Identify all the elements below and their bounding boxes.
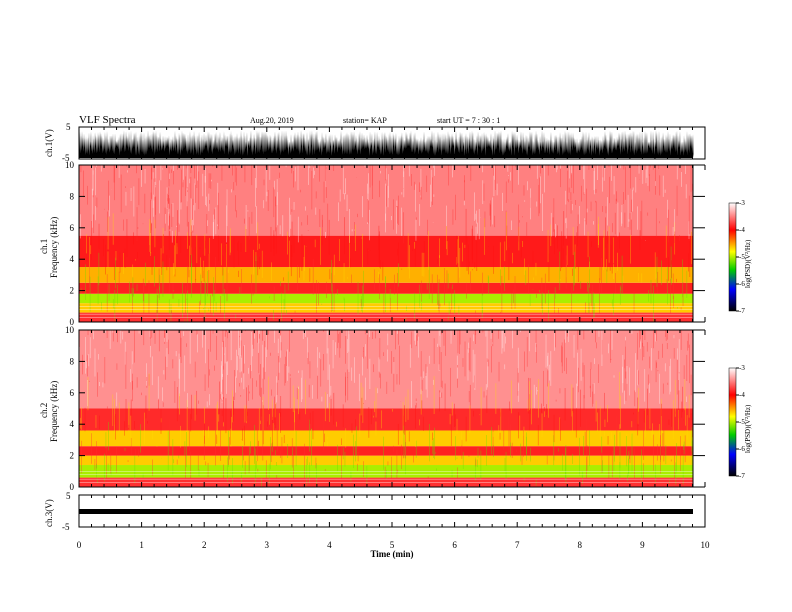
time-tick-label: 8	[578, 540, 583, 550]
time-tick-label: 1	[139, 540, 144, 550]
colorbar-tick-label: -4	[739, 391, 745, 399]
figure-title: VLF Spectra	[79, 114, 136, 126]
spectrogram-band	[79, 282, 693, 294]
spectrogram-ytick-label: 0	[70, 317, 75, 327]
spectrogram-band	[79, 303, 693, 313]
ch1-waveform-trace	[79, 130, 694, 158]
spectrogram-band	[79, 293, 693, 304]
colorbar-tick-label: -7	[739, 307, 745, 315]
colorbar-gradient	[728, 202, 737, 312]
spectrogram-ytick-label: 4	[70, 254, 75, 264]
ch1-spectrogram-panel: 0 2 4 6 8 10 ch.1 Frequency (kHz) -3 -4 -5 -6 -7 l…	[39, 160, 752, 327]
ch2-spectrogram-panel: 0 2 4 6 8 10 ch.2 Frequency (kHz) -3 -4 -5 -6 -7 l…	[39, 325, 752, 492]
ch1-ytick-bottom: -5	[62, 153, 70, 163]
spectrogram-ytick-label: 0	[70, 482, 75, 492]
colorbar-tick-label: -3	[739, 364, 745, 372]
header-station: station= KAP	[343, 116, 387, 125]
colorbar-tick-label: -6	[739, 445, 745, 453]
spectrogram-ytick-label: 6	[70, 388, 75, 398]
ch3-waveform-trace	[79, 509, 693, 514]
spectrogram-ytick-label: 2	[70, 451, 75, 461]
spectrogram-band	[79, 330, 693, 409]
time-tick-label: 3	[265, 540, 270, 550]
time-axis-label: Time (min)	[370, 549, 413, 559]
spectrogram-ytick-label: 8	[70, 191, 75, 201]
spectrogram-ytick-label: 2	[70, 286, 75, 296]
ch1-waveform-panel: 5 -5 ch.1(V)	[44, 122, 706, 163]
colorbar-label: log(PSD)(V²/Hz)	[744, 239, 752, 288]
spectrogram-ytick-label: 6	[70, 223, 75, 233]
time-tick-label: 0	[77, 540, 82, 550]
time-tick-label: 2	[202, 540, 207, 550]
colorbar-label: log(PSD)(V²/Hz)	[744, 404, 752, 453]
ch3-waveform-panel: 5 -5 ch.3(V) 0 1 2 3 4 5 6 7 8 9 10 Time (min)	[44, 491, 710, 559]
colorbar-tick-label: -4	[739, 226, 745, 234]
time-tick-label: 7	[515, 540, 520, 550]
spectrogram-ytick-label: 4	[70, 419, 75, 429]
spectrogram-band	[79, 408, 693, 431]
ch1-ytick-top: 5	[66, 122, 71, 132]
colorbar-tick-label: -7	[739, 472, 745, 480]
spectrogram-ytick-label: 10	[65, 325, 75, 335]
ch2-spec-ylabel-channel: ch.2	[39, 403, 49, 418]
ch3-ytick-bottom: -5	[62, 522, 70, 532]
header-start-ut: start UT = 7 : 30 : 1	[437, 116, 500, 125]
spectrogram-ytick-label: 10	[65, 160, 75, 170]
colorbar-tick-label: -5	[739, 418, 745, 426]
spectrogram-band	[79, 235, 693, 268]
header-date: Aug.20, 2019	[250, 116, 294, 125]
ch3-ylabel: ch.3(V)	[44, 499, 54, 527]
ch2-spec-ylabel: Frequency (kHz)	[49, 381, 59, 442]
spectrogram-band	[79, 267, 693, 283]
time-tick-label: 10	[701, 540, 711, 550]
spectrogram-band	[79, 446, 693, 456]
ch1-ylabel: ch.1(V)	[44, 129, 54, 157]
colorbar-gradient	[728, 367, 737, 477]
time-tick-label: 4	[327, 540, 332, 550]
colorbar-tick-label: -6	[739, 280, 745, 288]
ch1-spec-ylabel-channel: ch.1	[39, 239, 49, 254]
ch2-colorbar: -3 -4 -5 -6 -7 log(PSD)(V²/Hz)	[728, 364, 752, 480]
ch3-ytick-top: 5	[66, 491, 71, 501]
spectrogram-ytick-label: 8	[70, 356, 75, 366]
time-axis-tick-labels: 0 1 2 3 4 5 6 7 8 9 10	[77, 540, 710, 550]
time-tick-label: 5	[390, 540, 395, 550]
spectrogram-band	[79, 455, 693, 466]
ch1-spec-ylabel: Frequency (kHz)	[49, 217, 59, 278]
time-tick-label: 9	[640, 540, 645, 550]
colorbar-tick-label: -5	[739, 253, 745, 261]
colorbar-tick-label: -3	[739, 199, 745, 207]
time-tick-label: 6	[452, 540, 457, 550]
ch1-colorbar: -3 -4 -5 -6 -7 log(PSD)(V²/Hz)	[728, 199, 752, 315]
spectrogram-band	[79, 430, 693, 447]
